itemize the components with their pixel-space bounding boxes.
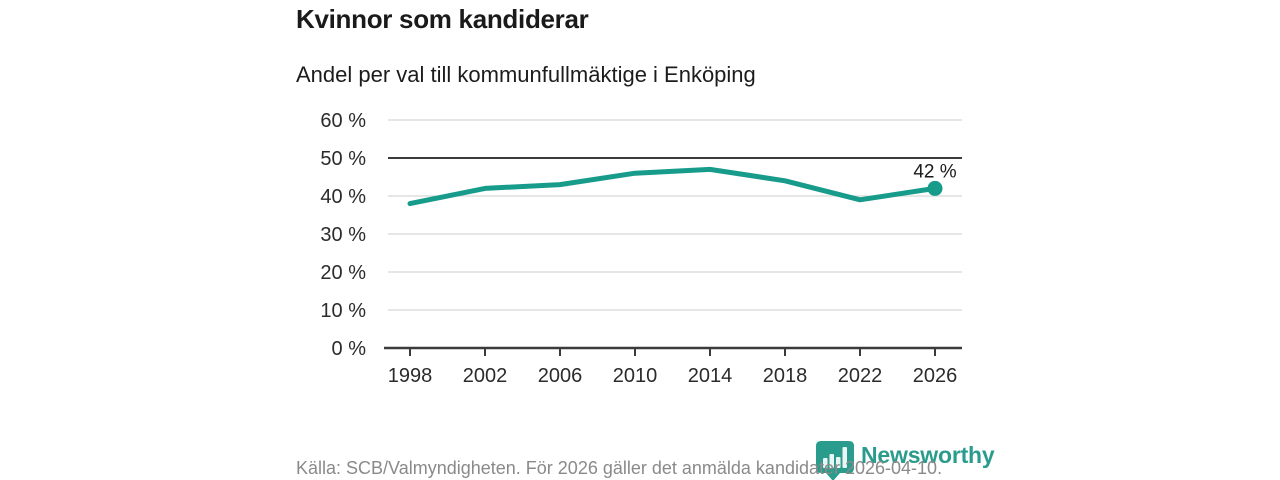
bar-chart-pin-icon bbox=[816, 441, 854, 480]
end-point-marker bbox=[927, 180, 943, 196]
x-tick-label: 2026 bbox=[913, 365, 958, 387]
y-tick-label: 10 % bbox=[320, 300, 366, 322]
x-tick-label: 2018 bbox=[763, 365, 808, 387]
x-tick-label: 2006 bbox=[538, 365, 583, 387]
x-tick-label: 2002 bbox=[463, 365, 508, 387]
y-tick-label: 40 % bbox=[320, 186, 366, 208]
x-tick-label: 2010 bbox=[613, 365, 658, 387]
end-value-label: 42 % bbox=[913, 161, 956, 182]
x-tick-label: 1998 bbox=[388, 365, 433, 387]
data-line bbox=[407, 166, 938, 207]
x-tick-label: 2022 bbox=[838, 365, 883, 387]
chart-title: Kvinnor som kandiderar bbox=[296, 4, 589, 34]
chart-subtitle: Andel per val till kommunfullmäktige i E… bbox=[296, 62, 756, 87]
y-tick-label: 0 % bbox=[332, 338, 367, 360]
y-tick-label: 50 % bbox=[320, 148, 366, 170]
newsworthy-wordmark: Newsworthy bbox=[861, 442, 995, 468]
source-note: Källa: SCB/Valmyndigheten. För 2026 gäll… bbox=[296, 458, 943, 478]
x-tick-label: 2014 bbox=[688, 365, 733, 387]
y-tick-label: 60 % bbox=[320, 110, 366, 132]
newsworthy-logo: Newsworthy bbox=[815, 440, 995, 480]
y-tick-label: 20 % bbox=[320, 262, 366, 284]
y-tick-label: 30 % bbox=[320, 224, 366, 246]
